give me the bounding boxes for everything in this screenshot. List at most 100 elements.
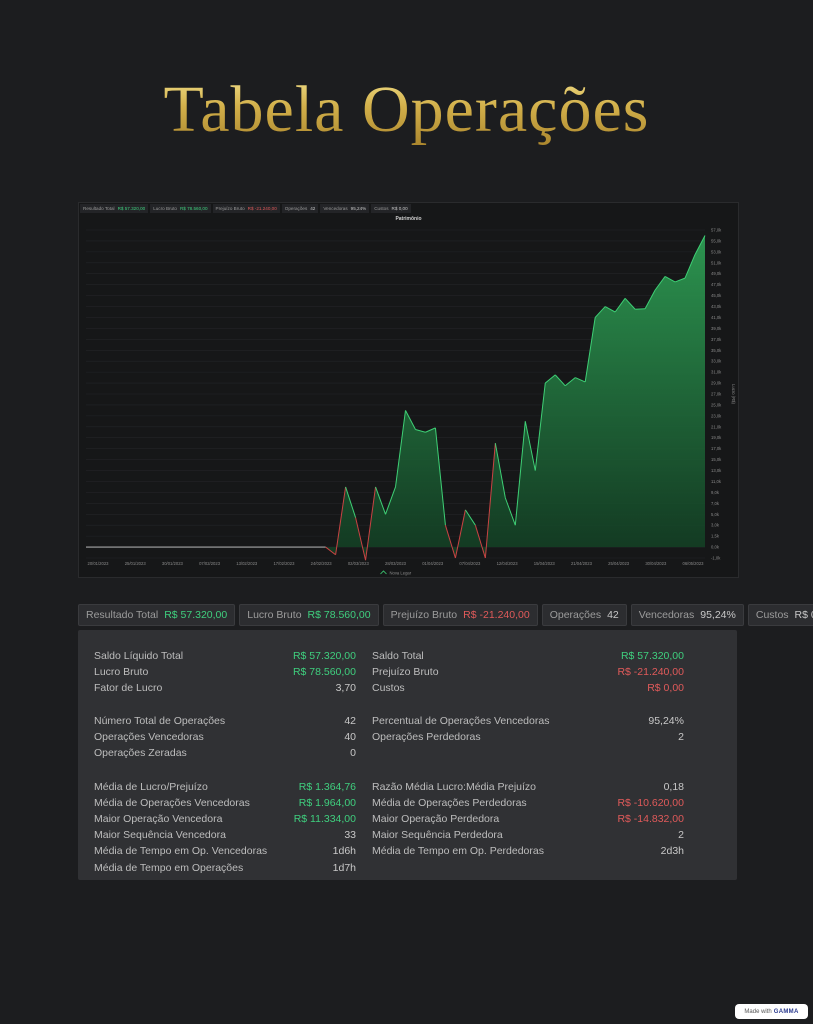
- made-with-badge[interactable]: Made with GAMMA: [735, 1004, 808, 1019]
- series-segment: [415, 429, 426, 433]
- legend-swatch: [380, 570, 387, 575]
- series-segment: [375, 486, 386, 515]
- series-segment: [355, 517, 367, 561]
- stat-label: Percentual de Operações Vencedoras: [372, 715, 550, 727]
- x-tick-label: 07/04/2023: [459, 561, 481, 566]
- stat-row: Saldo Líquido Total R$ 57.320,00: [94, 649, 356, 663]
- series-segment: [564, 377, 576, 387]
- summary-chip-value: R$ 57.320,00: [164, 609, 228, 621]
- stat-value: R$ 1.364,76: [298, 781, 356, 793]
- chart-summary-chip-3: Operações 42: [281, 204, 319, 213]
- series-segment: [405, 410, 416, 430]
- stat-row: Número Total de Operações 42: [94, 714, 356, 728]
- series-segment: [584, 317, 596, 383]
- stat-row: Maior Sequência Vencedora 33: [94, 828, 356, 842]
- series-segment: [345, 486, 357, 518]
- series-segment: [684, 254, 696, 279]
- summary-chips: Resultado Total R$ 57.320,00 Lucro Bruto R$…: [78, 604, 813, 626]
- stat-value: 33: [344, 829, 356, 841]
- summary-chip-value: R$ -21.240,00: [463, 609, 530, 621]
- y-tick-label: 25,0k: [711, 402, 722, 407]
- stat-value: R$ 78.560,00: [292, 666, 356, 678]
- y-tick-label: 0,0k: [711, 545, 720, 550]
- stat-row: Média de Lucro/Prejuízo R$ 1.364,76: [94, 780, 356, 794]
- stat-label: Média de Tempo em Op. Perdedoras: [372, 845, 544, 857]
- series-segment: [664, 276, 676, 283]
- stat-label: Lucro Bruto: [94, 666, 149, 678]
- chart-summary-chip-value: R$ 57.320,00: [117, 206, 146, 211]
- equity-area-chart: -1,0k 0,0k 1,5k 3,0k 5,0k 7,0k 9,0k 11,0k 13,0k 1…: [86, 228, 736, 576]
- series-segment: [694, 235, 706, 255]
- chart-summary-chip-label: Prejuízo Bruto: [215, 206, 245, 211]
- y-tick-label: 3,0k: [711, 523, 720, 528]
- y-tick-label: -1,0k: [711, 556, 721, 561]
- page-title: Tabela Operações: [0, 72, 813, 148]
- series-segment: [644, 289, 656, 309]
- chart-title: Patrimônio: [395, 216, 422, 222]
- series-segment: [464, 509, 476, 526]
- stat-label: Maior Sequência Perdedora: [372, 829, 503, 841]
- y-tick-label: 33,0k: [711, 359, 722, 364]
- y-tick-label: 47,0k: [711, 282, 722, 287]
- summary-chip-value: 95,24%: [700, 609, 736, 621]
- series-segment: [524, 421, 536, 471]
- stat-value: 1d7h: [332, 862, 356, 874]
- y-tick-label: 19,0k: [711, 435, 722, 440]
- series-segment: [674, 277, 686, 283]
- series-segment: [385, 486, 396, 515]
- chart-summary-chip-2: Prejuízo Bruto R$ -21.240,00: [212, 204, 280, 213]
- stat-label: Média de Operações Vencedoras: [94, 797, 250, 809]
- y-tick-label: 17,0k: [711, 446, 722, 451]
- stat-label: Razão Média Lucro:Média Prejuízo: [372, 781, 537, 793]
- chart-legend: Nova Legar: [380, 570, 412, 576]
- chart-summary-chip-value: 95,24%: [350, 206, 367, 211]
- x-tick-label: 28/03/2023: [385, 561, 407, 566]
- stat-label: Operações Perdedoras: [372, 731, 481, 743]
- summary-chip-0: Resultado Total R$ 57.320,00: [78, 604, 236, 626]
- y-tick-label: 41,0k: [711, 315, 722, 320]
- stat-label: Custos: [372, 682, 405, 694]
- stat-row: Prejuízo Bruto R$ -21.240,00: [372, 665, 684, 679]
- stat-label: Fator de Lucro: [94, 682, 163, 694]
- x-tick-label: 30/04/2023: [645, 561, 667, 566]
- chart-summary-chip-0: Resultado Total R$ 57.320,00: [80, 204, 149, 213]
- summary-chip-value: 42: [607, 609, 619, 621]
- series-segment: [635, 308, 646, 310]
- stat-row: Média de Tempo em Op. Vencedoras 1d6h: [94, 844, 356, 858]
- stat-value: 1d6h: [332, 845, 356, 857]
- y-tick-label: 43,0k: [711, 304, 722, 309]
- stat-value: 2: [678, 731, 684, 743]
- stat-value: 2: [678, 829, 684, 841]
- stat-row: Operações Vencedoras 40: [94, 730, 356, 744]
- stats-panel: Saldo Líquido Total R$ 57.320,00 Lucro Bru…: [78, 630, 737, 880]
- legend-label: Nova Legar: [389, 571, 411, 576]
- summary-chip-2: Prejuízo Bruto R$ -21.240,00: [382, 604, 538, 626]
- y-tick-label: 27,0k: [711, 392, 722, 397]
- chart-summary-chip-1: Lucro Bruto R$ 78.560,00: [150, 204, 211, 213]
- chart-summary-chip-label: Operações: [284, 206, 308, 211]
- stat-value: R$ 57.320,00: [620, 650, 684, 662]
- stat-value: 40: [344, 731, 356, 743]
- x-tick-label: 01/04/2023: [422, 561, 444, 566]
- x-tick-label: 21/04/2023: [571, 561, 593, 566]
- x-tick-label: 13/02/2023: [236, 561, 258, 566]
- chart-summary-chip-label: Vencedoras: [323, 206, 348, 211]
- stat-row: Razão Média Lucro:Média Prejuízo 0,18: [372, 780, 684, 794]
- y-tick-label: 37,0k: [711, 337, 722, 342]
- y-tick-label: 29,0k: [711, 381, 722, 386]
- stat-row: Fator de Lucro 3,70: [94, 681, 356, 695]
- y-tick-label: 51,0k: [711, 260, 722, 265]
- y-tick-label: 57,0k: [711, 228, 722, 233]
- series-segment: [514, 421, 526, 526]
- chart-summary-chip-label: Custos: [374, 206, 389, 211]
- x-tick-label: 20/01/2023: [88, 561, 110, 566]
- stat-row: Média de Tempo em Op. Perdedoras 2d3h: [372, 844, 684, 858]
- stat-row: Custos R$ 0,00: [372, 681, 684, 695]
- stat-label: Média de Lucro/Prejuízo: [94, 781, 208, 793]
- series-segment: [504, 497, 516, 526]
- series-segment: [544, 374, 556, 384]
- summary-chip-label: Resultado Total: [86, 609, 159, 621]
- x-tick-label: 12/04/2023: [497, 561, 519, 566]
- summary-chip-label: Custos: [755, 609, 789, 621]
- chart-summary-chips: Resultado Total R$ 57.320,00 Lucro Bruto R$…: [80, 204, 411, 213]
